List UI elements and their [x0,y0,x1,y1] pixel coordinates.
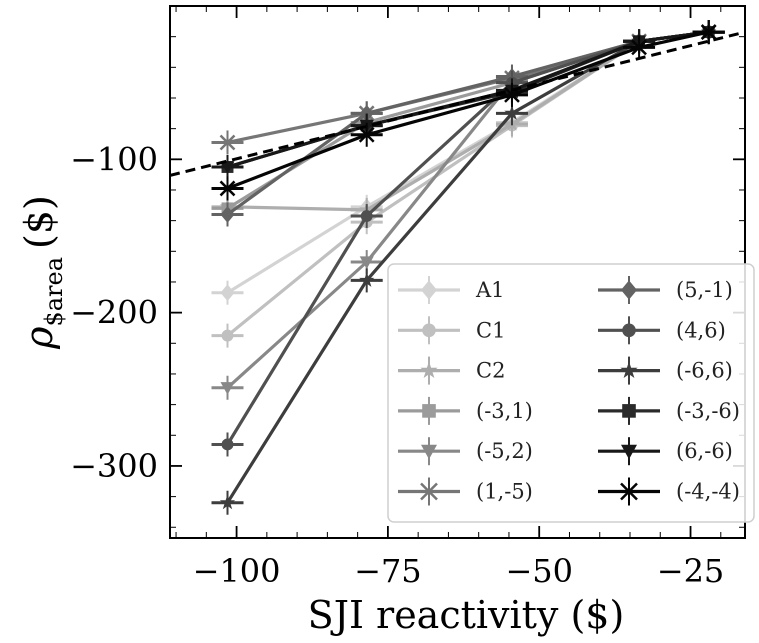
data-point [219,180,236,197]
legend-marker [420,482,438,501]
legend-marker [621,280,637,300]
y-tick-label: −100 [70,140,158,178]
legend-entry-(5,-1): (5,-1) [598,276,733,304]
legend-label: C1 [476,318,505,342]
data-point [359,104,374,122]
series-(-4,-4) [211,20,725,201]
legend-entry-(-3,-6): (-3,-6) [598,396,740,425]
legend-label: (-5,2) [476,439,533,463]
data-point [220,206,235,223]
x-tick-label: −25 [657,552,725,590]
legend-entry-(-4,-4): (-4,-4) [598,477,740,506]
y-axis-unit: ($) [17,195,61,249]
legend-entry-(-5,2): (-5,2) [398,437,533,466]
plot-clip-group [170,20,745,515]
legend-entry-(1,-5): (1,-5) [398,477,533,506]
x-tick-label: −75 [354,552,422,590]
legend-label: C2 [476,359,505,383]
legend-box [387,263,755,523]
legend-entry-(-3,1): (-3,1) [398,396,533,425]
data-point [359,272,375,287]
y-axis-title: ρ$area ($) [17,195,68,350]
legend-label: (1,-5) [476,480,533,504]
legend-label: (6,-6) [676,439,733,463]
data-point [504,105,520,120]
data-point [221,329,234,342]
data-point [358,126,375,143]
data-point [221,438,234,451]
legend: A1 C1 C2 (-3,1) (-5,2) (1,-5) (5,-1) (4,6) (-6,6… [387,263,755,523]
data-point [219,134,236,151]
axes: −100 −75 −50 −25 −100 −200 −300 SJI reactivity … [17,5,746,637]
legend-marker [421,280,437,300]
legend-label: A1 [475,278,505,302]
x-axis-title: SJI reactivity ($) [308,593,625,637]
legend-marker [622,323,636,338]
legend-marker [422,404,436,418]
data-point [220,161,235,174]
legend-label: (4,6) [676,318,726,342]
data-point [220,382,235,395]
legend-label: (5,-1) [676,278,733,302]
legend-marker [620,482,638,501]
legend-label: (-3,-6) [676,399,740,423]
legend-marker [420,361,438,378]
legend-label: (-3,1) [476,399,533,423]
series-(-3,1) [211,20,725,221]
legend-marker [621,444,637,460]
legend-marker [421,444,437,460]
plot-area [170,20,745,515]
x-tick-label: −50 [505,552,573,590]
y-tick-label: −200 [70,294,158,332]
data-point [219,494,236,510]
fit-line [170,30,745,177]
legend-entry-(4,6): (4,6) [598,316,726,345]
legend-label: (-6,6) [676,359,733,383]
legend-label: (-4,-4) [676,480,740,504]
data-point [700,24,717,40]
legend-entry-C2: C2 [398,356,505,385]
legend-entry-A1: A1 [398,276,505,304]
data-point [360,210,373,222]
y-axis-subscript: $area [40,257,68,327]
legend-entry-(-6,6): (-6,6) [598,356,733,385]
y-tick-label: −300 [70,447,158,485]
data-point [359,256,374,270]
legend-marker [620,361,638,378]
legend-entry-(6,-6): (6,-6) [598,437,733,466]
legend-marker [622,404,636,418]
legend-entry-C1: C1 [398,316,505,345]
y-axis-symbol: ρ [17,326,61,350]
data-point [220,284,235,302]
legend-marker [422,323,436,338]
x-tick-label: −100 [193,552,281,590]
data-point [631,39,647,56]
